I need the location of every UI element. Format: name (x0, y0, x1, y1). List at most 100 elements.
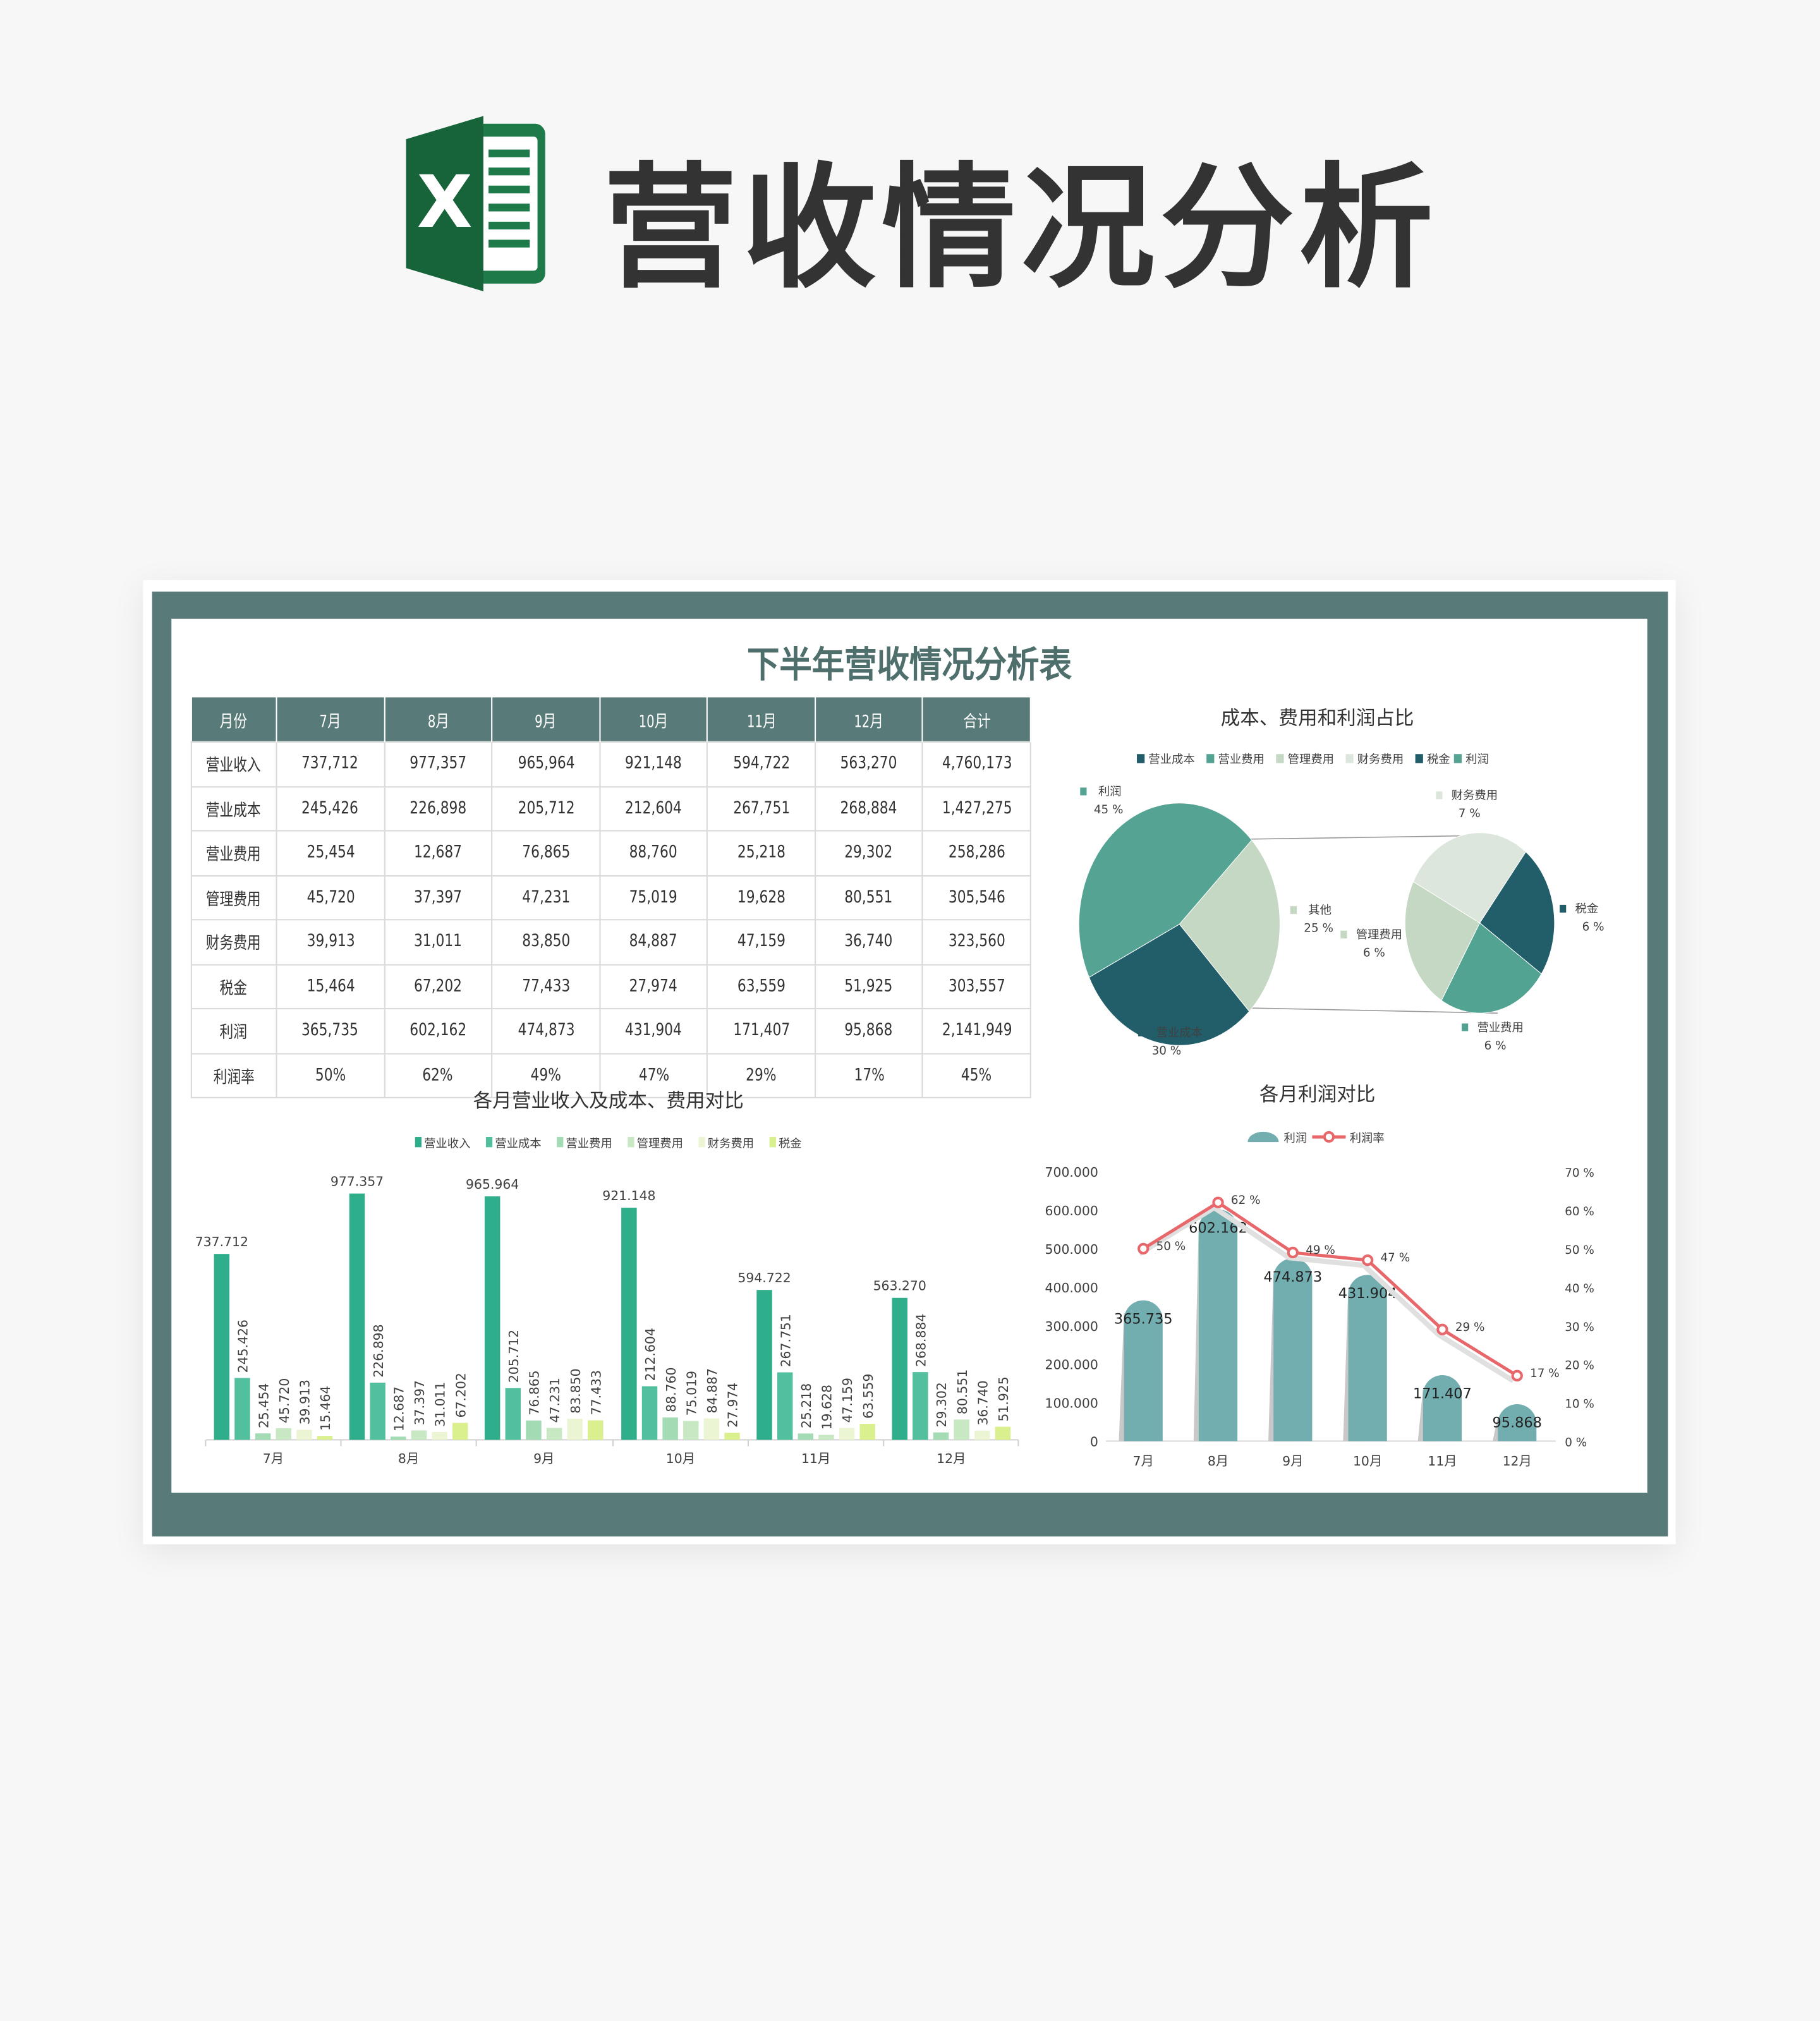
table-cell[interactable]: 95,868 (814, 1008, 924, 1054)
table-cell[interactable]: 45% (922, 1052, 1031, 1098)
table-cell[interactable]: 62% (383, 1052, 493, 1098)
row-label-cell[interactable]: 营业收入 (190, 741, 277, 787)
table-cell[interactable]: 77,433 (491, 963, 600, 1010)
table-cell[interactable]: 84,887 (598, 919, 708, 965)
table-cell[interactable]: 75,019 (598, 874, 708, 921)
table-cell[interactable]: 245,426 (276, 786, 385, 832)
profit-bar (1348, 1275, 1387, 1441)
line-marker (1138, 1242, 1150, 1255)
table-cell[interactable]: 594,722 (707, 741, 816, 787)
table-cell[interactable]: 15,464 (276, 963, 385, 1010)
legend-swatch (1453, 754, 1462, 763)
bar (974, 1430, 990, 1440)
bar-data-label: 27.974 (725, 1383, 741, 1428)
column-header: 9月 (492, 697, 600, 742)
table-cell[interactable]: 49% (491, 1052, 600, 1098)
table-cell[interactable]: 12,687 (383, 830, 493, 876)
cell-value: 4,760,173 (942, 754, 1012, 774)
table-cell[interactable]: 563,270 (814, 741, 924, 787)
table-cell[interactable]: 965,964 (491, 741, 600, 787)
table-cell[interactable]: 977,357 (383, 741, 493, 787)
table-cell[interactable]: 76,865 (491, 830, 600, 876)
table-cell[interactable]: 212,604 (598, 786, 708, 832)
pie-data-value: 6 % (1363, 946, 1385, 959)
row-label-cell[interactable]: 利润 (190, 1008, 277, 1054)
table-cell[interactable]: 303,557 (922, 963, 1031, 1010)
table-cell[interactable]: 258,286 (922, 830, 1031, 876)
row-label-cell[interactable]: 利润率 (190, 1052, 277, 1098)
profit-bar (1273, 1258, 1313, 1441)
table-cell[interactable]: 88,760 (598, 830, 708, 876)
y-left-tick-label: 400.000 (1045, 1280, 1098, 1296)
table-cell[interactable]: 921,148 (598, 741, 708, 787)
bar-data-label: 29.302 (934, 1382, 949, 1427)
table-cell[interactable]: 37,397 (383, 874, 493, 921)
table-cell[interactable]: 19,628 (707, 874, 816, 921)
row-label-cell[interactable]: 管理费用 (190, 874, 277, 921)
row-label-cell[interactable]: 营业成本 (190, 786, 277, 832)
pie-data-label: 营业费用 (1477, 1021, 1523, 1035)
table-cell[interactable]: 45,720 (276, 874, 385, 921)
secondary-pie-slice-1 (1441, 922, 1542, 1014)
column-header-label: 9月 (535, 712, 557, 732)
table-cell[interactable]: 80,551 (814, 874, 924, 921)
table-cell[interactable]: 602,162 (383, 1008, 493, 1054)
column-header: 12月 (815, 697, 924, 742)
table-cell[interactable]: 268,884 (814, 786, 924, 832)
bar-data-label: 25.454 (256, 1383, 271, 1428)
table-cell[interactable]: 27,974 (598, 963, 708, 1010)
table-cell[interactable]: 171,407 (707, 1008, 816, 1054)
bar-data-label: 212.604 (643, 1328, 658, 1381)
table-cell[interactable]: 51,925 (814, 963, 924, 1010)
bar-data-label: 51.925 (996, 1376, 1011, 1421)
table-cell[interactable]: 83,850 (491, 919, 600, 965)
table-cell[interactable]: 39,913 (276, 919, 385, 965)
table-cell[interactable]: 1,427,275 (922, 786, 1031, 832)
table-cell[interactable]: 226,898 (383, 786, 493, 832)
cell-value: 45,720 (306, 887, 355, 907)
table-cell[interactable]: 305,546 (922, 874, 1031, 921)
table-cell[interactable]: 47% (598, 1052, 708, 1098)
line-data-label: 17 % (1530, 1367, 1560, 1380)
bar (703, 1418, 720, 1440)
table-cell[interactable]: 29% (707, 1052, 816, 1098)
table-cell[interactable]: 67,202 (383, 963, 493, 1010)
cell-value: 323,560 (948, 932, 1005, 952)
table-cell[interactable]: 31,011 (383, 919, 493, 965)
cell-value: 84,887 (629, 932, 678, 952)
table-cell[interactable]: 323,560 (922, 919, 1031, 965)
table-cell[interactable]: 63,559 (707, 963, 816, 1010)
data-label-swatch (1080, 787, 1087, 796)
table-cell[interactable]: 267,751 (707, 786, 816, 832)
table-cell[interactable]: 2,141,949 (922, 1008, 1031, 1054)
row-label-cell[interactable]: 财务费用 (190, 919, 277, 965)
bar-data-label: 563.270 (873, 1278, 926, 1293)
table-cell[interactable]: 205,712 (491, 786, 600, 832)
cell-value: 利润率 (213, 1068, 255, 1088)
legend-bar-icon (1247, 1131, 1279, 1143)
line-data-label: 62 % (1231, 1194, 1261, 1207)
y-left-tick-label: 700.000 (1045, 1165, 1098, 1180)
table-cell[interactable]: 29,302 (814, 830, 924, 876)
table-cell[interactable]: 25,454 (276, 830, 385, 876)
bar-data-label: 474.873 (1263, 1269, 1322, 1285)
table-cell[interactable]: 4,760,173 (922, 741, 1031, 787)
table-cell[interactable]: 474,873 (491, 1008, 600, 1054)
table-cell[interactable]: 47,231 (491, 874, 600, 921)
table-cell[interactable]: 737,712 (276, 741, 385, 787)
table-cell[interactable]: 25,218 (707, 830, 816, 876)
table-cell[interactable]: 365,735 (276, 1008, 385, 1054)
legend-swatch (1137, 754, 1145, 763)
row-label-cell[interactable]: 税金 (190, 963, 277, 1010)
table-cell[interactable]: 47,159 (707, 919, 816, 965)
table-cell[interactable]: 36,740 (814, 919, 924, 965)
cell-value: 80,551 (844, 887, 893, 907)
table-cell[interactable]: 50% (276, 1052, 385, 1098)
table-cell[interactable]: 431,904 (598, 1008, 708, 1054)
y-right-tick-label: 30 % (1565, 1321, 1594, 1334)
table-cell[interactable]: 17% (814, 1052, 924, 1098)
cell-value: 83,850 (521, 932, 570, 952)
row-label-cell[interactable]: 营业费用 (190, 830, 277, 876)
cell-value: 45% (961, 1065, 992, 1085)
